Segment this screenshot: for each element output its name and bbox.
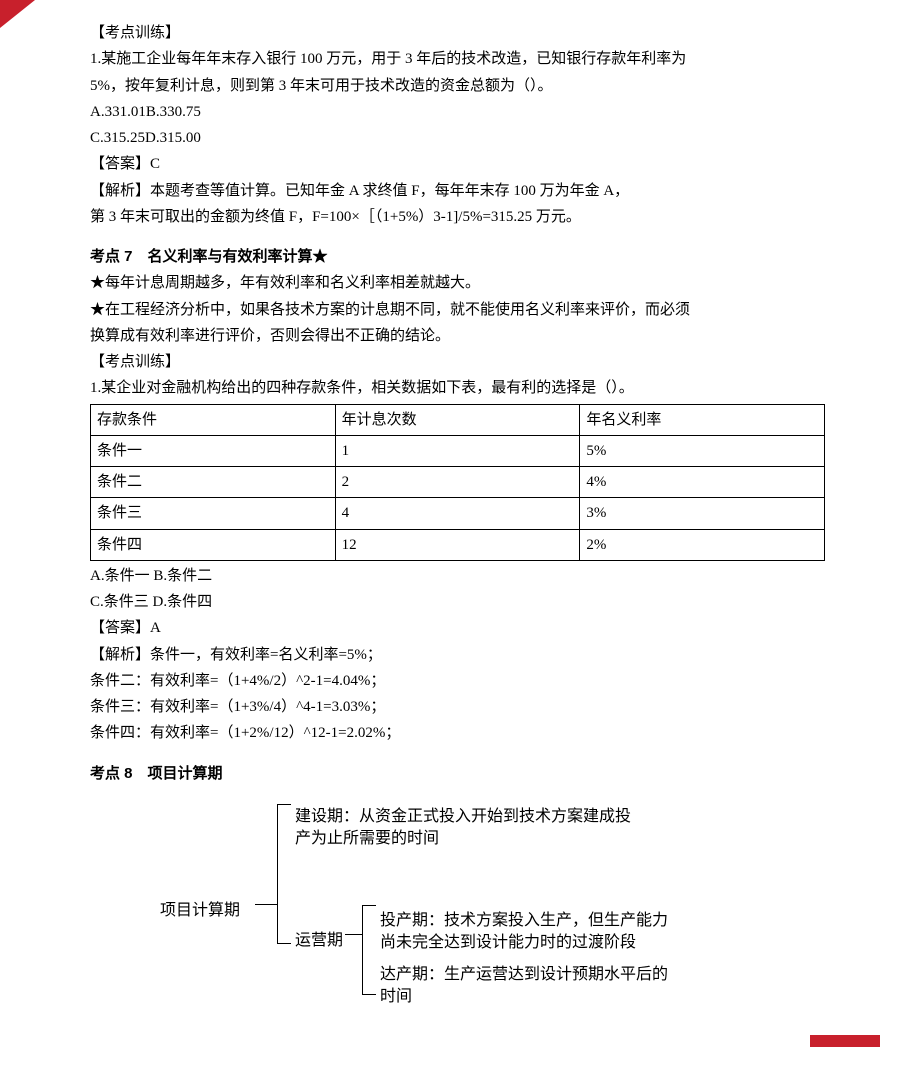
question-2-explanation-2: 条件二：有效利率=（1+4%/2）^2-1=4.04%； [90,668,825,694]
training-heading-2: 【考点训练】 [90,349,825,375]
table-cell: 条件二 [91,467,336,498]
topic-7-star-2a: ★在工程经济分析中，如果各技术方案的计息期不同，就不能使用名义利率来评价，而必须 [90,297,825,323]
diagram-root: 项目计算期 [160,897,240,925]
question-2-options-cd: C.条件三 D.条件四 [90,589,825,615]
table-cell: 5% [580,435,825,466]
question-2-explanation-1: 【解析】条件一，有效利率=名义利率=5%； [90,642,825,668]
question-1-options-ab: A.331.01B.330.75 [90,99,825,125]
table-header-cell: 年名义利率 [580,404,825,435]
question-1-options-cd: C.315.25D.315.00 [90,125,825,151]
table-row: 条件三 4 3% [91,498,825,529]
table-row: 条件四 12 2% [91,529,825,560]
diagram-branch-construction: 建设期：从资金正式投入开始到技术方案建成投产为止所需要的时间 [295,806,635,851]
question-2-text: 1.某企业对金融机构给出的四种存款条件，相关数据如下表，最有利的选择是（）。 [90,375,825,401]
project-period-diagram: 项目计算期 建设期：从资金正式投入开始到技术方案建成投产为止所需要的时间 运营期… [160,802,825,1012]
diagram-branch-operation: 运营期 [295,927,343,955]
table-cell: 2% [580,529,825,560]
deposit-conditions-table: 存款条件 年计息次数 年名义利率 条件一 1 5% 条件二 2 4% 条件三 4… [90,404,825,561]
table-cell: 条件三 [91,498,336,529]
topic-8-title: 考点 8 项目计算期 [90,761,825,787]
table-header-cell: 年计息次数 [335,404,580,435]
training-heading-1: 【考点训练】 [90,20,825,46]
table-header-cell: 存款条件 [91,404,336,435]
table-row: 条件一 1 5% [91,435,825,466]
diagram-branch-full-capacity: 达产期：生产运营达到设计预期水平后的时间 [380,964,670,1009]
table-cell: 4 [335,498,580,529]
question-2-answer: 【答案】A [90,615,825,641]
diagram-branch-startup: 投产期：技术方案投入生产，但生产能力尚未完全达到设计能力时的过渡阶段 [380,910,670,955]
question-1-line-1: 1.某施工企业每年年末存入银行 100 万元，用于 3 年后的技术改造，已知银行… [90,46,825,72]
question-1-line-2: 5%，按年复利计息，则到第 3 年末可用于技术改造的资金总额为（）。 [90,73,825,99]
table-cell: 4% [580,467,825,498]
question-2-explanation-3: 条件三：有效利率=（1+3%/4）^4-1=3.03%； [90,694,825,720]
table-row: 条件二 2 4% [91,467,825,498]
table-cell: 条件一 [91,435,336,466]
question-1-explanation-2: 第 3 年末可取出的金额为终值 F，F=100×［（1+5%）3-1]/5%=3… [90,204,825,230]
table-cell: 条件四 [91,529,336,560]
table-cell: 12 [335,529,580,560]
table-row: 存款条件 年计息次数 年名义利率 [91,404,825,435]
topic-7-star-1: ★每年计息周期越多，年有效利率和名义利率相差就越大。 [90,270,825,296]
question-1-answer: 【答案】C [90,151,825,177]
table-cell: 2 [335,467,580,498]
topic-7-title: 考点 7 名义利率与有效利率计算★ [90,244,825,270]
table-cell: 1 [335,435,580,466]
question-2-options-ab: A.条件一 B.条件二 [90,563,825,589]
question-2-explanation-4: 条件四：有效利率=（1+2%/12）^12-1=2.02%； [90,720,825,746]
topic-7-star-2b: 换算成有效利率进行评价，否则会得出不正确的结论。 [90,323,825,349]
question-1-explanation-1: 【解析】本题考查等值计算。已知年金 A 求终值 F，每年年末存 100 万为年金… [90,178,825,204]
table-cell: 3% [580,498,825,529]
